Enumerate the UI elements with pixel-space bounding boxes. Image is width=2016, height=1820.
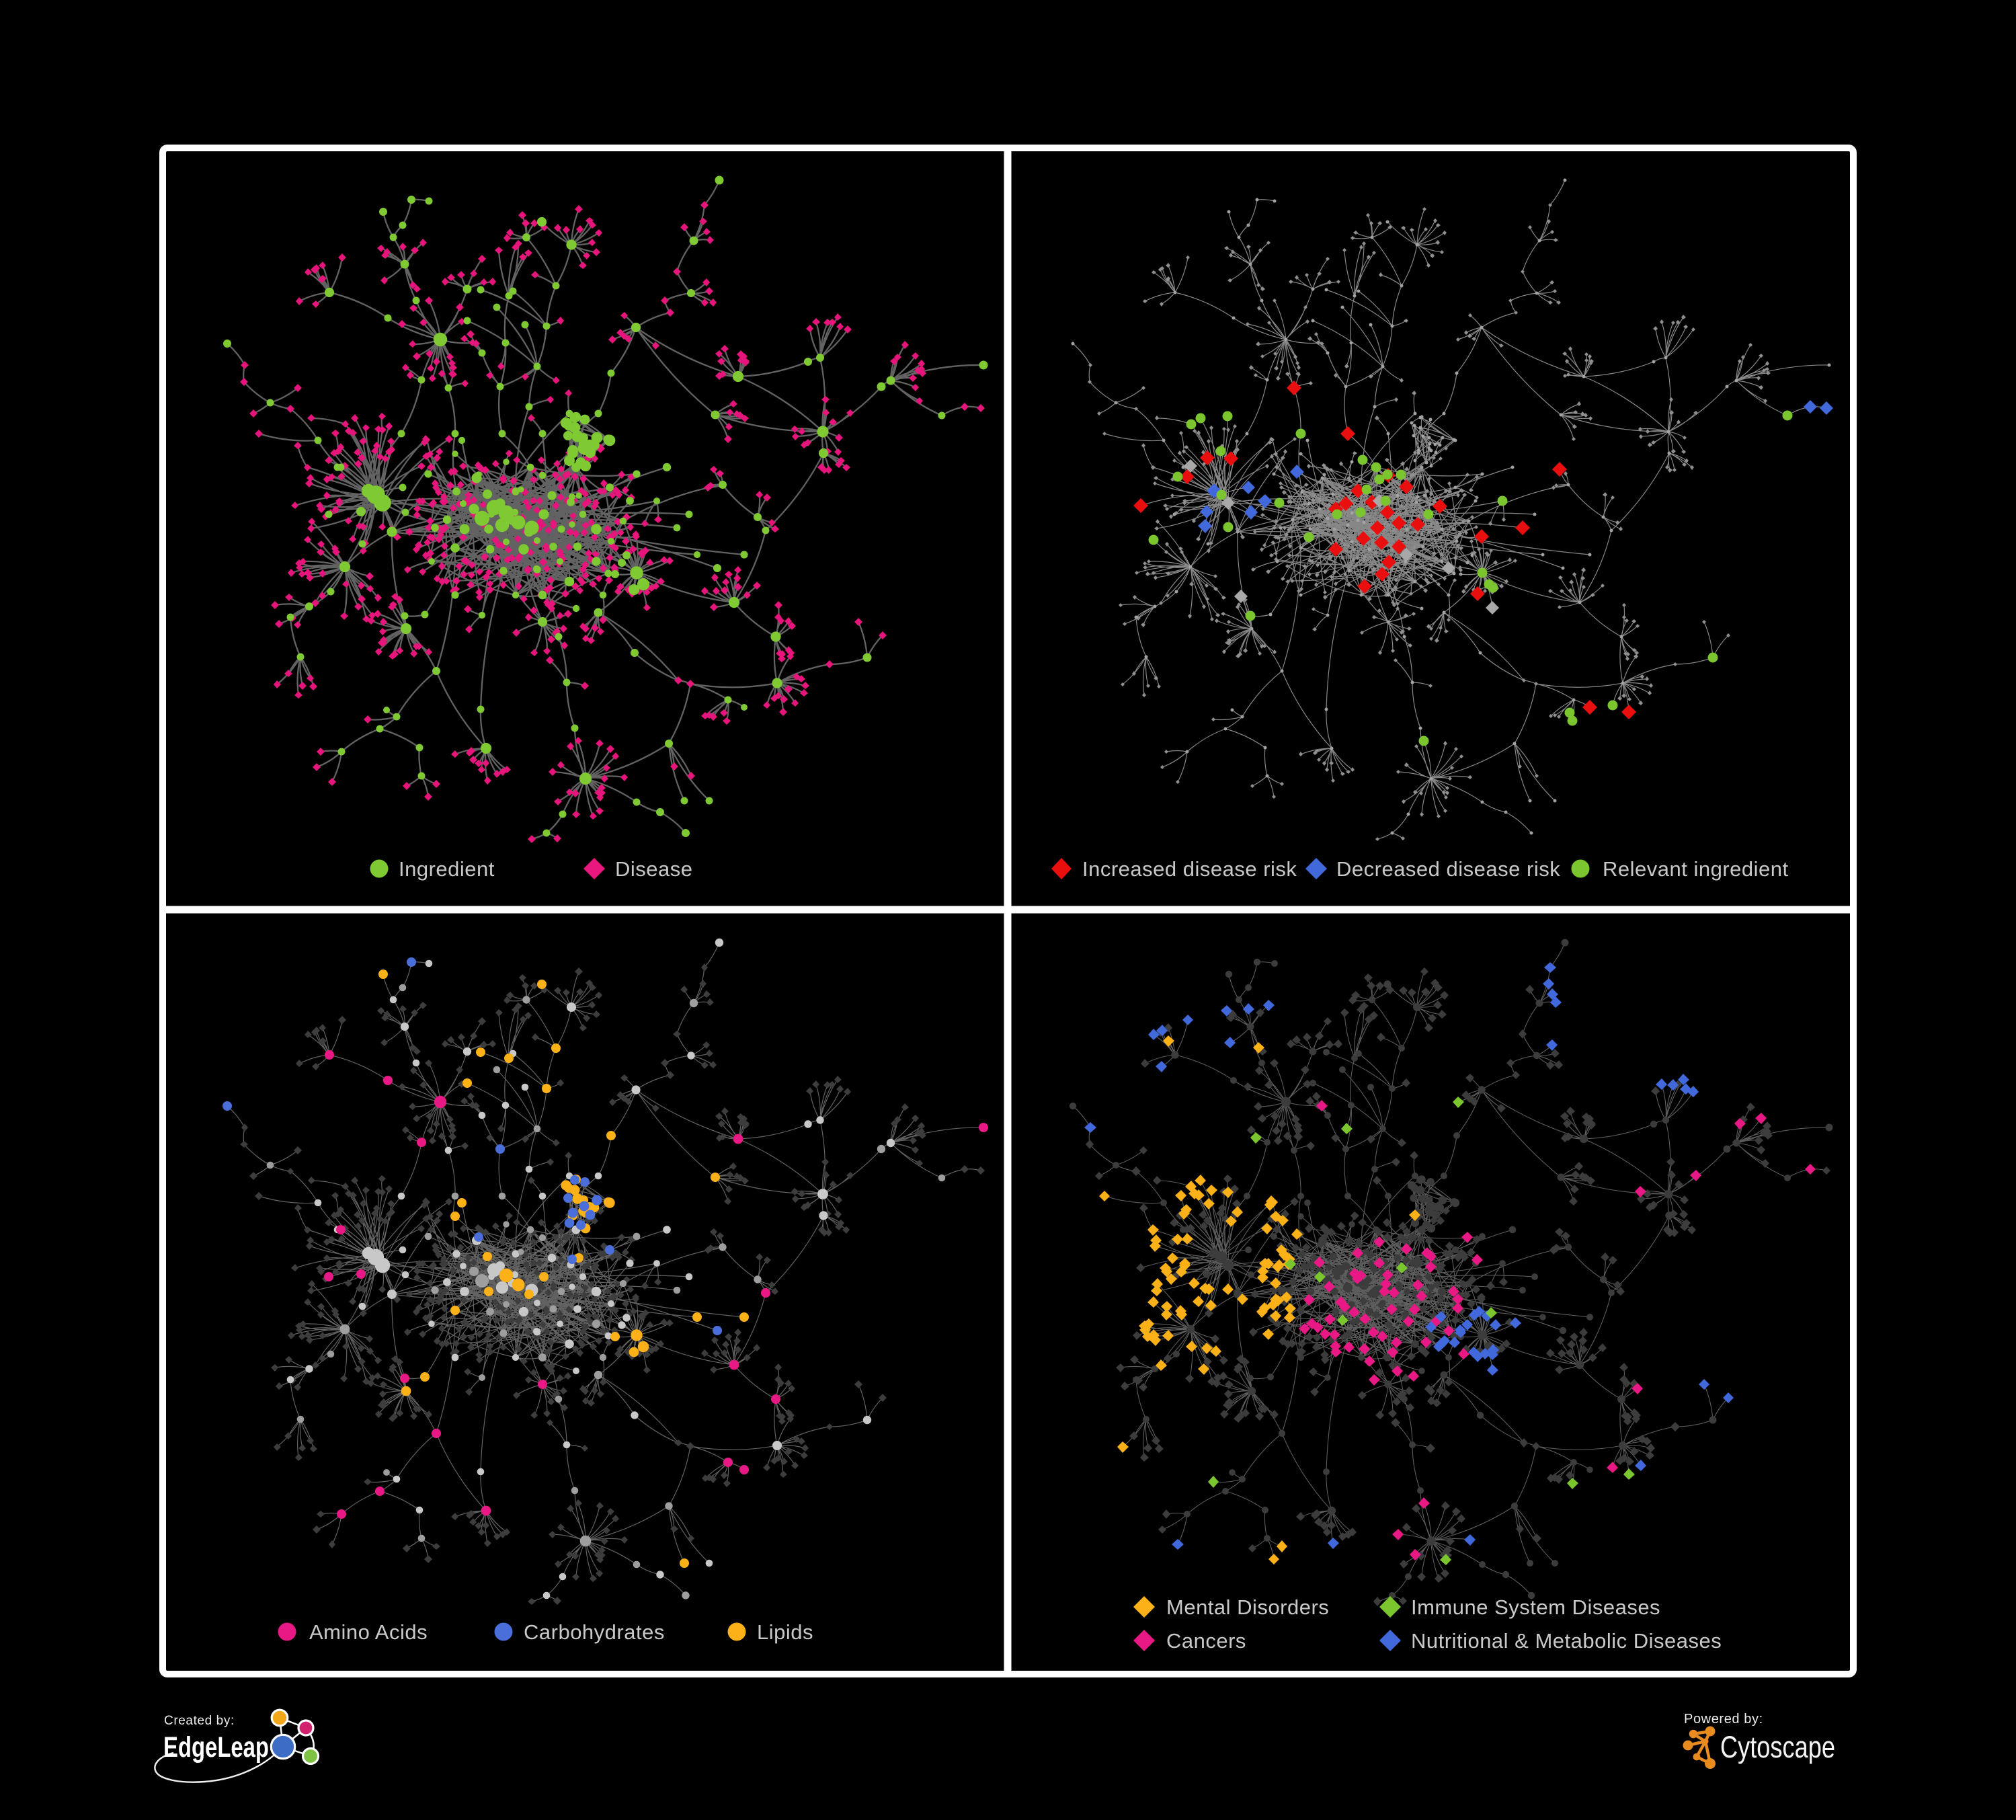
svg-text:EdgeLeap: EdgeLeap (163, 1731, 269, 1764)
svg-text:Increased disease risk: Increased disease risk (1082, 857, 1297, 881)
svg-text:Nutritional & Metabolic Diseas: Nutritional & Metabolic Diseases (1411, 1629, 1722, 1653)
svg-text:Mental Disorders: Mental Disorders (1166, 1595, 1329, 1619)
svg-text:Carbohydrates: Carbohydrates (524, 1620, 665, 1644)
svg-text:Amino Acids: Amino Acids (309, 1620, 428, 1644)
svg-text:Created by:: Created by: (164, 1714, 235, 1728)
svg-text:Relevant ingredient: Relevant ingredient (1603, 857, 1789, 881)
svg-text:Powered by:: Powered by: (1684, 1712, 1763, 1727)
svg-text:Decreased disease risk: Decreased disease risk (1336, 857, 1560, 881)
svg-text:Cancers: Cancers (1166, 1629, 1246, 1653)
svg-text:Cytoscape: Cytoscape (1720, 1730, 1835, 1764)
svg-text:Immune System Diseases: Immune System Diseases (1411, 1595, 1660, 1619)
svg-text:Ingredient: Ingredient (399, 857, 495, 881)
svg-text:Lipids: Lipids (757, 1620, 813, 1644)
svg-text:Disease: Disease (615, 857, 693, 881)
